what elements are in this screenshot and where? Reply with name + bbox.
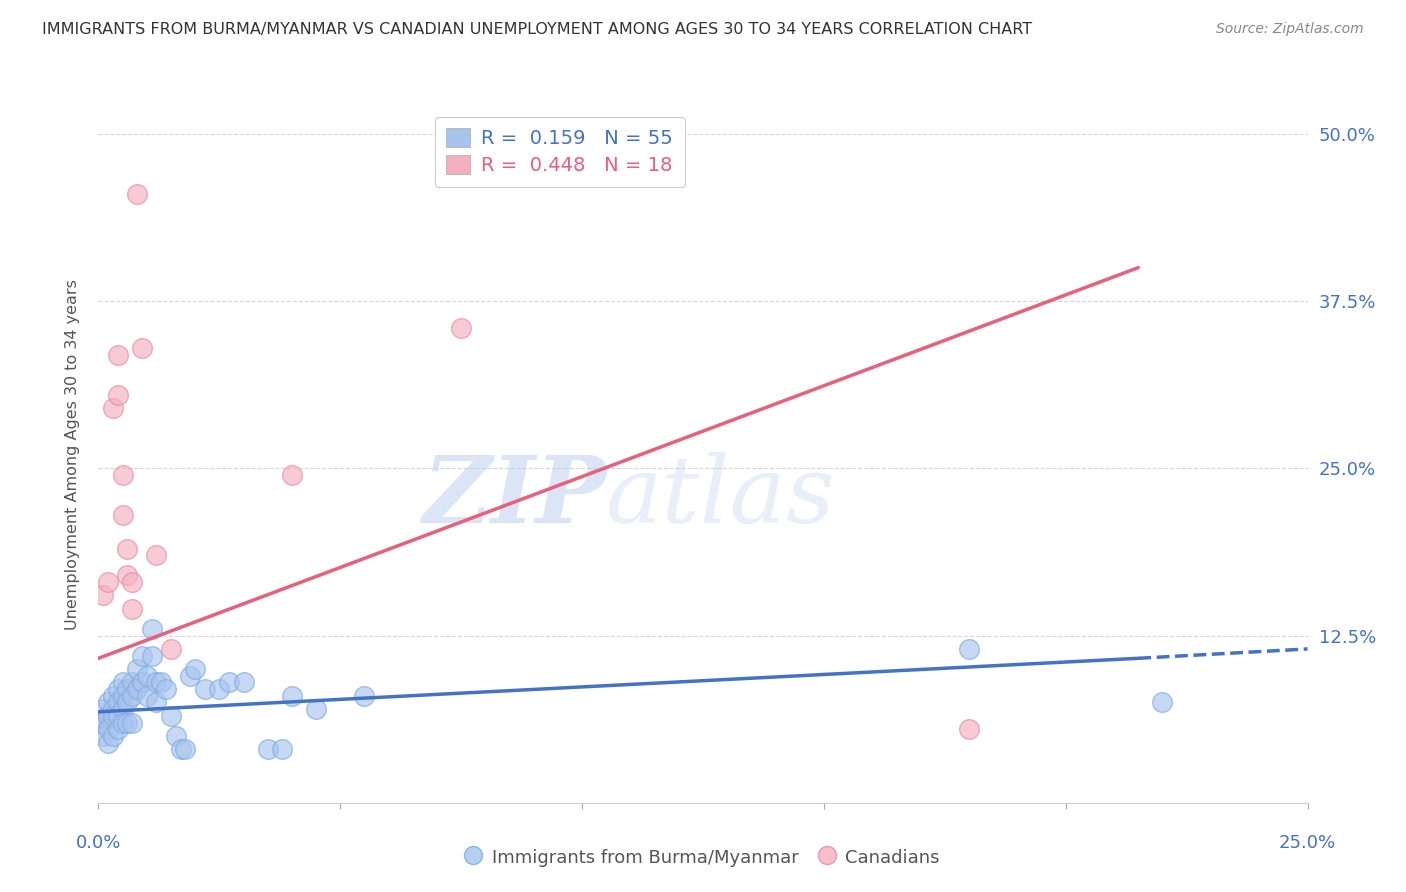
Point [135,689,157,703]
Point [145,548,167,563]
Point [131,648,153,663]
Point [121,689,143,703]
Point [155,681,177,696]
Point [160,708,183,723]
Point [117,681,139,696]
Text: atlas: atlas [606,451,835,541]
Point [91,589,114,603]
Point [107,708,129,723]
Point [141,622,163,636]
Point [145,696,167,710]
Text: IMMIGRANTS FROM BURMA/MYANMAR VS CANADIAN UNEMPLOYMENT AMONG AGES 30 TO 34 YEARS: IMMIGRANTS FROM BURMA/MYANMAR VS CANADIA… [42,22,1032,37]
Point [150,675,173,690]
Point [281,689,304,703]
Point [957,723,980,737]
Point [165,729,187,743]
Point [111,508,134,523]
Point [141,648,163,663]
Point [111,675,134,690]
Point [91,715,114,730]
Point [101,729,124,743]
Point [107,681,129,696]
Point [91,729,114,743]
Point [91,702,114,716]
Point [97,735,120,749]
Point [117,715,139,730]
Point [127,187,149,202]
Point [121,715,143,730]
Point [121,575,143,590]
Point [232,675,254,690]
Point [121,602,143,616]
Text: 0.0%: 0.0% [76,834,121,852]
Point [101,702,124,716]
Point [107,388,129,402]
Point [160,642,183,657]
Point [117,696,139,710]
Point [131,341,153,355]
Point [117,568,139,582]
Point [101,689,124,703]
Point [1152,696,1174,710]
Point [127,681,149,696]
Point [111,689,134,703]
Point [208,681,231,696]
Point [135,669,157,683]
Point [256,742,278,756]
Point [184,662,207,676]
Point [97,723,120,737]
Point [87,715,110,730]
Point [107,723,129,737]
Point [107,348,129,362]
Point [111,715,134,730]
Point [131,675,153,690]
Legend: Immigrants from Burma/Myanmar, Canadians: Immigrants from Burma/Myanmar, Canadians [458,841,948,874]
Point [97,708,120,723]
Point [218,675,240,690]
Point [107,696,129,710]
Point [145,675,167,690]
Point [121,675,143,690]
Point [305,702,328,716]
Point [957,642,980,657]
Point [281,468,304,483]
Point [194,681,217,696]
Point [179,669,201,683]
Point [111,468,134,483]
Point [271,742,294,756]
Text: 25.0%: 25.0% [1279,834,1336,852]
Text: ZIP: ZIP [422,451,606,541]
Point [127,662,149,676]
Text: Source: ZipAtlas.com: Source: ZipAtlas.com [1216,22,1364,37]
Point [97,575,120,590]
Point [97,696,120,710]
Point [450,321,472,335]
Point [111,702,134,716]
Point [169,742,191,756]
Point [174,742,197,756]
Y-axis label: Unemployment Among Ages 30 to 34 years: Unemployment Among Ages 30 to 34 years [65,279,80,631]
Point [353,689,375,703]
Point [101,401,124,416]
Point [101,708,124,723]
Point [117,541,139,556]
